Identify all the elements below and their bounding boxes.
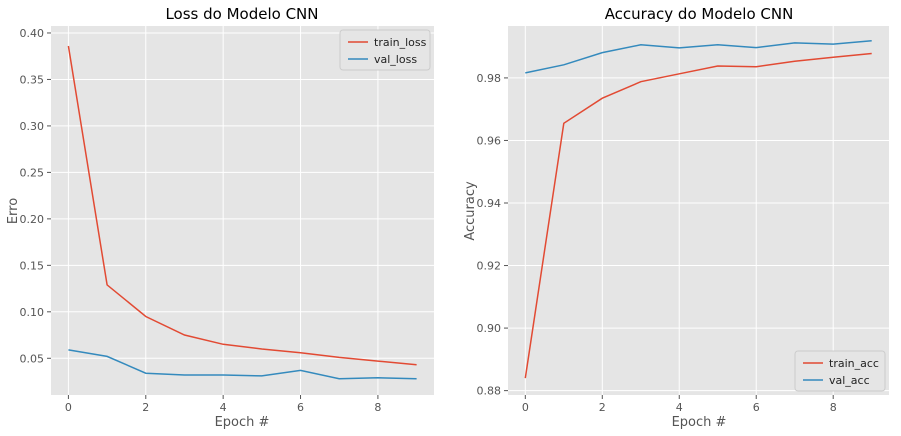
accuracy-legend: train_acc val_acc (794, 350, 886, 392)
loss-y-tick-label: 0.35 (20, 73, 45, 86)
loss-legend-box (339, 29, 431, 71)
accuracy-legend-box (794, 350, 886, 392)
accuracy-series (524, 39, 872, 379)
accuracy-y-tick-label: 0.96 (477, 134, 502, 147)
accuracy-y-tick-label: 0.90 (477, 322, 502, 335)
loss-plot-area (51, 26, 434, 395)
loss-chart-title: Loss do Modelo CNN (165, 5, 318, 23)
loss-series (67, 45, 417, 380)
loss-x-tick-label: 6 (297, 401, 304, 414)
loss-chart: 0 2 4 6 8 0.05 0.10 0.15 0.20 0.25 0.30 0.35 0.40 Lo… (6, 5, 434, 430)
accuracy-x-tick-label: 6 (753, 401, 760, 414)
accuracy-y-tick-label: 0.98 (477, 72, 502, 85)
legend-label-val_loss: val_loss (374, 53, 417, 66)
legend-label-train_loss: train_loss (374, 36, 427, 49)
loss-y-tick-label: 0.05 (20, 352, 45, 365)
accuracy-y-tick-label: 0.88 (477, 385, 502, 398)
loss-ticks: 0 2 4 6 8 0.05 0.10 0.15 0.20 0.25 0.30 0.35 0.40 (20, 27, 382, 414)
accuracy-x-tick-label: 0 (522, 401, 529, 414)
accuracy-plot-area (508, 26, 889, 395)
accuracy-ticks: 0 2 4 6 8 0.88 0.90 0.92 0.94 0.96 0.98 (477, 72, 837, 414)
loss-y-axis-label: Erro (6, 198, 21, 224)
loss-y-tick-label: 0.40 (20, 27, 45, 40)
accuracy-chart-title: Accuracy do Modelo CNN (605, 5, 794, 23)
accuracy-y-axis-label: Accuracy (463, 181, 478, 241)
accuracy-x-tick-label: 8 (830, 401, 837, 414)
loss-y-tick-label: 0.10 (20, 306, 45, 319)
accuracy-x-tick-label: 2 (599, 401, 606, 414)
legend-label-val_acc: val_acc (829, 374, 870, 387)
loss-x-tick-label: 8 (374, 401, 381, 414)
accuracy-chart: 0 2 4 6 8 0.88 0.90 0.92 0.94 0.96 0.98 Accuracy d… (463, 5, 889, 430)
accuracy-y-tick-label: 0.94 (477, 197, 502, 210)
series-line-val_acc (525, 39, 872, 74)
loss-legend: train_loss val_loss (339, 29, 431, 71)
loss-y-tick-label: 0.25 (20, 166, 45, 179)
series-line-val_loss (68, 349, 417, 380)
legend-label-train_acc: train_acc (829, 357, 879, 370)
loss-y-tick-label: 0.15 (20, 259, 45, 272)
series-line-train_acc (524, 52, 872, 379)
loss-x-tick-label: 0 (65, 401, 72, 414)
accuracy-x-axis-label: Epoch # (672, 415, 727, 430)
accuracy-x-tick-label: 4 (676, 401, 683, 414)
loss-x-tick-label: 4 (220, 401, 227, 414)
series-line-train_loss (67, 45, 417, 366)
loss-x-axis-label: Epoch # (215, 415, 270, 430)
loss-x-tick-label: 2 (142, 401, 149, 414)
loss-y-tick-label: 0.30 (20, 120, 45, 133)
accuracy-y-tick-label: 0.92 (477, 260, 502, 273)
loss-y-tick-label: 0.20 (20, 213, 45, 226)
